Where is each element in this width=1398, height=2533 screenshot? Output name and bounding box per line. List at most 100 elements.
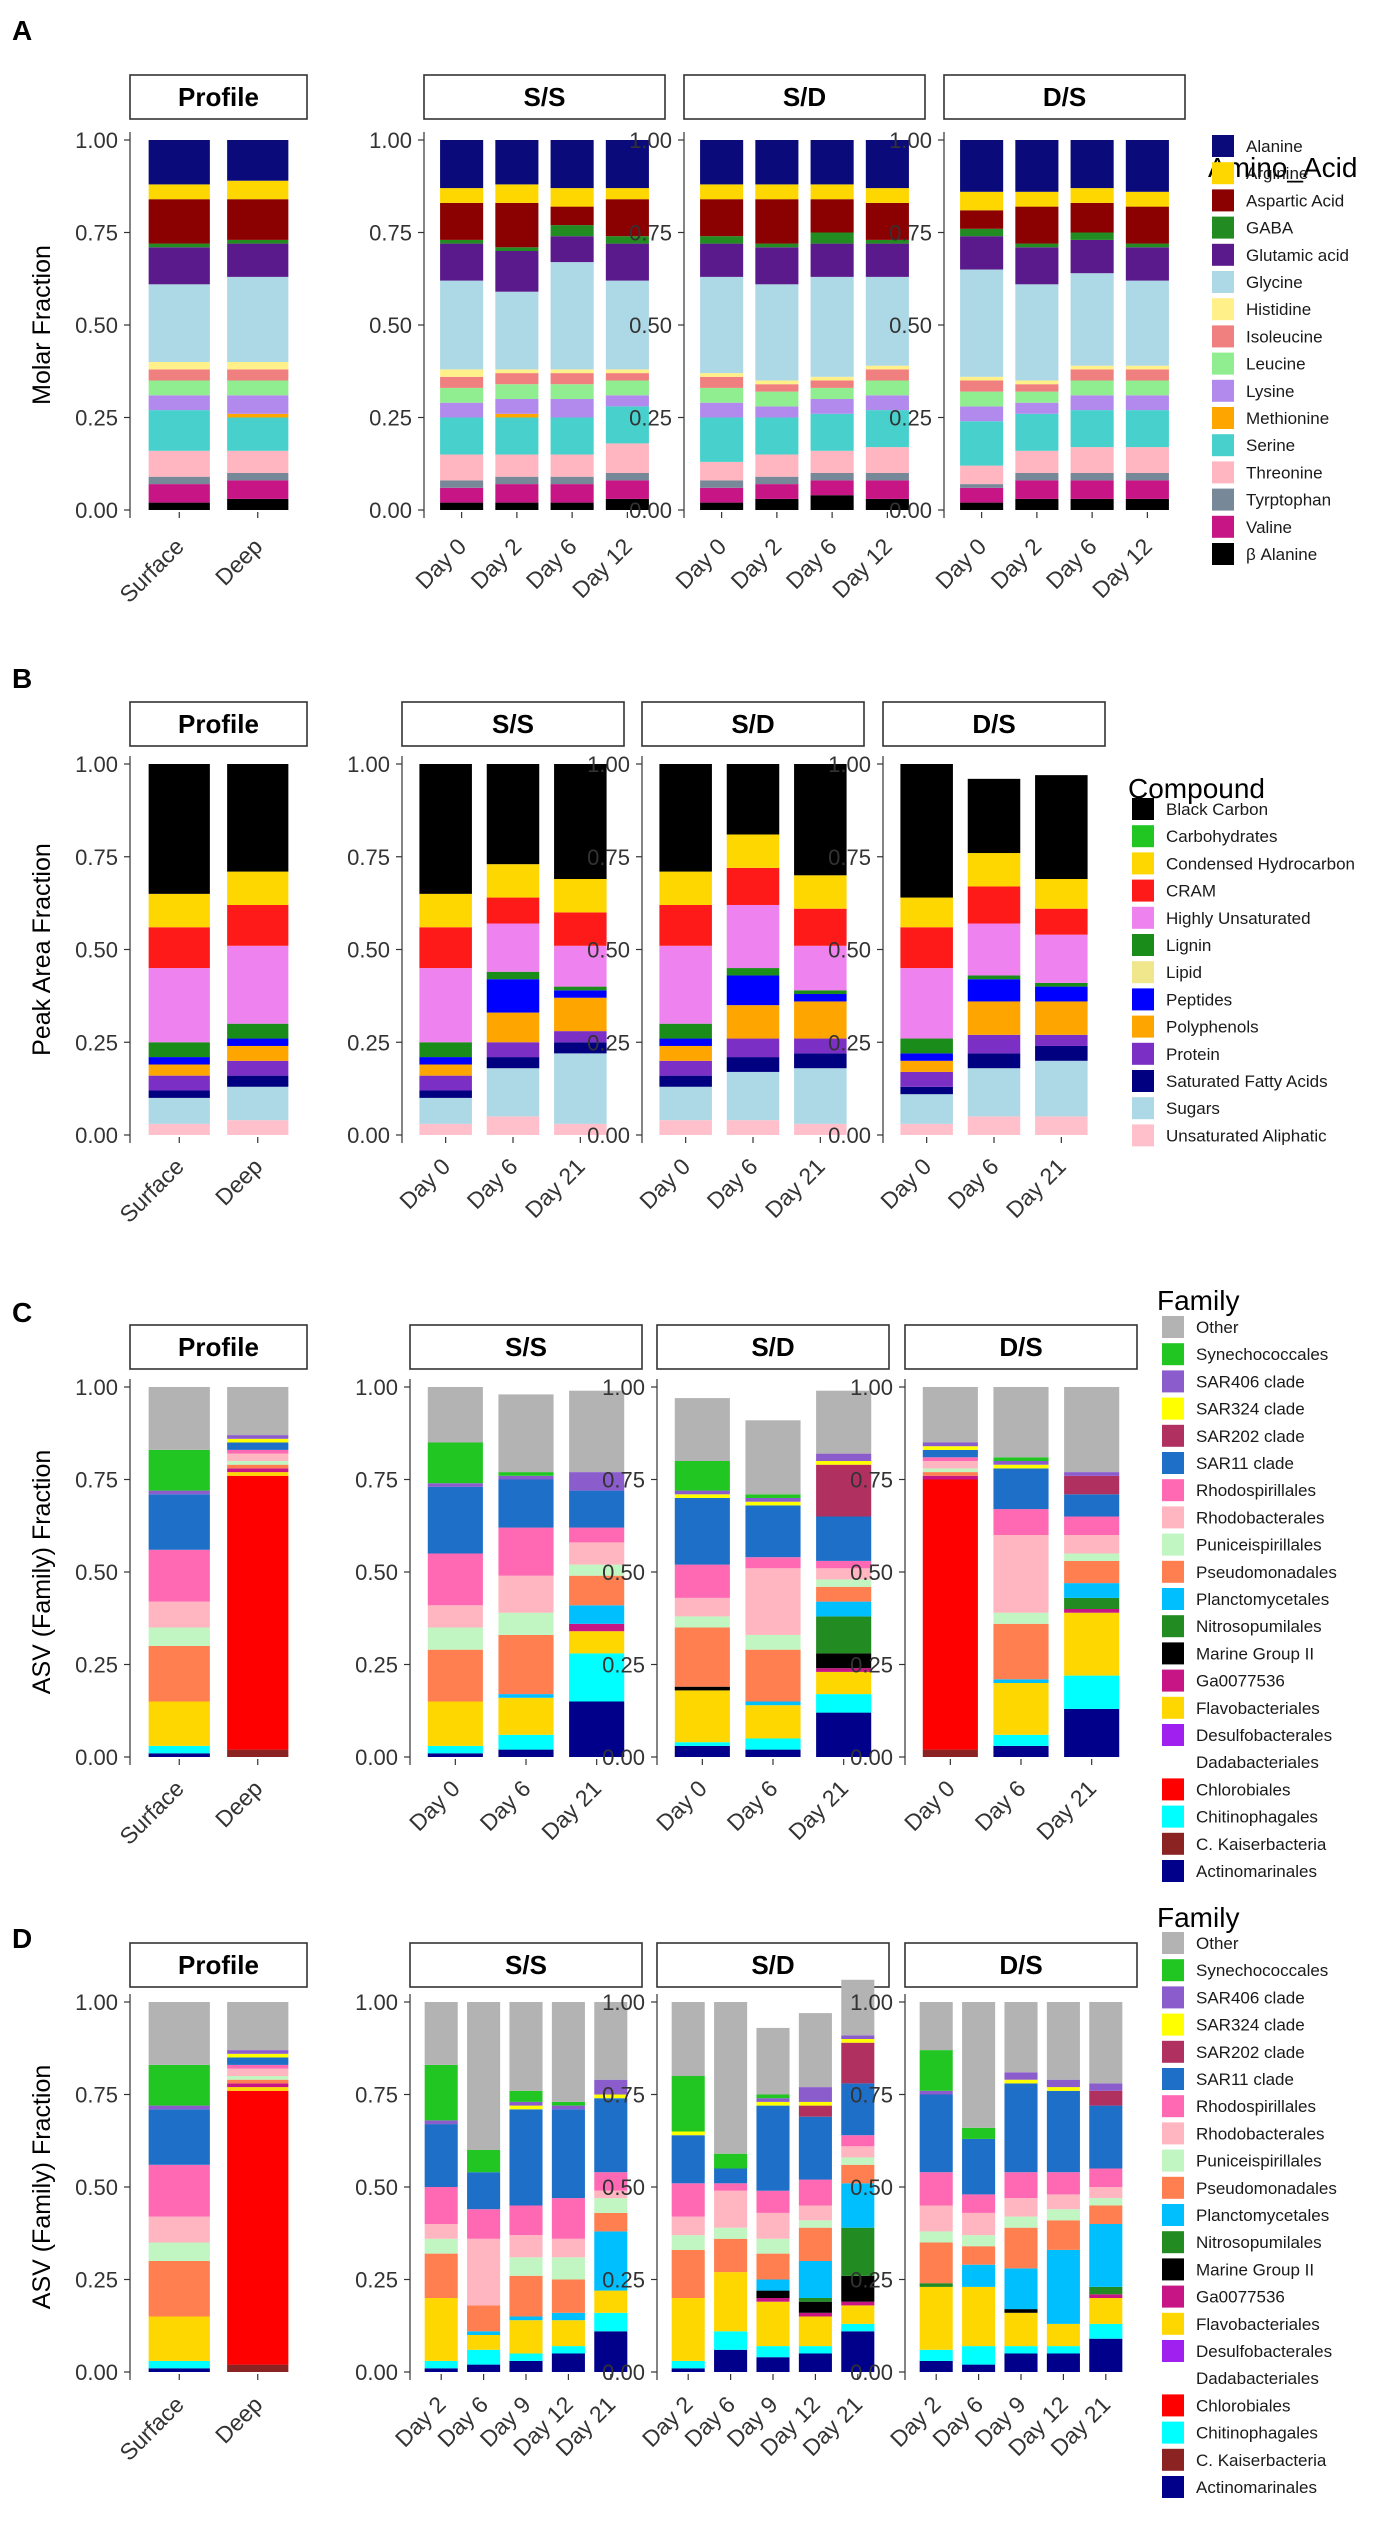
panel-c-legend-label-nitrosopumilales: Nitrosopumilales (1196, 1617, 1322, 1636)
panel-d-facet-s-s-bar-segment-day-6-synechococcales (467, 2150, 501, 2173)
panel-d-facet-d-s-bar-segment-day-6-sar11-clade (962, 2138, 996, 2195)
panel-a-facet-profile-bar-surface (148, 140, 210, 510)
panel-c-facet-s-d: S/D 0.00 0.25 0.50 0.75 1.00 Day 0 Day 6 Day 21 (602, 1324, 890, 1845)
panel-d-legend-label-chlorobiales: Chlorobiales (1196, 2396, 1291, 2415)
panel-a-y-axis-label: Molar Fraction (28, 245, 56, 405)
panel-d-legend-swatch-chlorobiales (1162, 2394, 1184, 2417)
panel-d-legend-swatch-other (1162, 1932, 1184, 1954)
panel-c-facet-s-s-bar-segment-day-6-sar11-clade (498, 1479, 554, 1528)
panel-b-facet-s-s-bar-segment-day-6-unsaturated-aliphatic (486, 1116, 540, 1135)
panel-d-facet-profile-bar-segment-surface-other (148, 2002, 210, 2065)
panel-a-facet-s-s-bar-segment-day-0-lysine (440, 402, 484, 418)
panel-d-facet-s-d-bar-segment-day-12-sar406-clade (798, 2087, 832, 2102)
panel-d-facet-d-s-bar-segment-day-2-flavobacteriales (919, 2286, 953, 2350)
panel-b-legend-item-unsaturated-aliphatic: Unsaturated Aliphatic (1132, 1124, 1327, 1147)
panel-d-facet-s-d-bar-segment-day-12-rhodobacterales (798, 2205, 832, 2221)
panel-b-facet-s-d-bar-segment-day-21-highly-unsaturated (794, 945, 847, 991)
panel-d-legend-label-puniceispirillales: Puniceispirillales (1196, 2152, 1322, 2171)
panel-c-legend-swatch-chitinophagales (1162, 1805, 1184, 1828)
panel-b-facet-s-s-y-tick-label: 1.00 (347, 752, 390, 777)
panel-c-legend: Family Other Synechococcales SAR406 clade SA… (1157, 1285, 1337, 1882)
panel-a-facet-d-s-bar-segment-day-12-alanine (1125, 140, 1169, 192)
panel-a-legend-swatch-alanine (1212, 135, 1234, 157)
panel-b-facet-d-s-bar-segment-day-21-highly-unsaturated (1035, 934, 1088, 983)
panel-b-facet-s-s-bar-segment-day-0-condensed-hydrocarbon (419, 893, 472, 928)
panel-a-legend-swatch-lysine (1212, 379, 1234, 402)
panel-a-facet-s-d-bar-segment-day-6-tyrptophan (810, 473, 854, 481)
panel-d-facet-s-s-bar-segment-day-21-sar406-clade (594, 2079, 628, 2095)
panel-d-facet-profile-bar-segment-surface-puniceispirillales (148, 2242, 210, 2261)
panel-d-facet-s-s-bar-segment-day-21-pseudomonadales (594, 2212, 628, 2232)
panel-a-facet-d-s-bar-segment-day-6-alanine (1070, 140, 1114, 189)
panel-a-facet-profile-bar-segment-deep-glutamic-acid (227, 243, 289, 277)
panel-d-facet-s-d-bar-segment-day-2-other (671, 2002, 705, 2076)
panel-d-facet-s-d-bar-day-21 (841, 1979, 875, 2372)
panel-d-facet-s-s-y-tick-label: 1.00 (355, 1990, 398, 2015)
panel-c-legend-item-puniceispirillales: Puniceispirillales (1162, 1533, 1322, 1556)
panel-c-facet-s-s-bar-segment-day-21-ga0077536 (569, 1623, 625, 1632)
panel-b-facet-s-s-bar-segment-day-6-peptides (486, 979, 540, 1013)
panel-c-facet-s-s-bar-segment-day-6-puniceispirillales (498, 1612, 554, 1635)
panel-d-y-axis-label: ASV (Family) Fraction (28, 2065, 56, 2309)
panel-c-facet-d-s-bar-segment-day-21-sar11-clade (1064, 1494, 1120, 1517)
panel-d-facet-s-d-bar-segment-day-9-chitinophagales (756, 2346, 790, 2358)
panel-a-legend-swatch-valine (1212, 515, 1234, 538)
panel-a-legend-item-valine: Valine (1212, 515, 1292, 538)
panel-c-facet-d-s-x-tick-label: Day 6 (970, 1775, 1031, 1836)
panel-b-facet-s-s-bar-segment-day-6-lignin (486, 971, 540, 980)
panel-a-facet-s-s-y-tick-label: 1.00 (369, 128, 412, 153)
panel-c-facet-d-s-bar-segment-day-21-actinomarinales (1064, 1708, 1120, 1757)
panel-a-facet-d-s-bar-segment-day-0-arginine (960, 191, 1004, 211)
panel-c-legend-swatch-sar324-clade (1162, 1397, 1184, 1420)
panel-b-facet-s-d-bar-segment-day-21-black-carbon (794, 764, 847, 876)
panel-a-facet-s-d-bar-segment-day-0-serine (700, 417, 744, 462)
panel-c-facet-profile-strip-label: Profile (178, 1332, 259, 1362)
panel-c-facet-profile-y-tick-label: 0.25 (75, 1653, 118, 1678)
panel-d-facet-d-s-bar-segment-day-21-nitrosopumilales (1089, 2286, 1123, 2295)
panel-d-legend-swatch-puniceispirillales (1162, 2149, 1184, 2172)
panel-a-facet-d-s-y-tick-label: 0.75 (889, 221, 932, 246)
panel-d-facet-d-s-bar-segment-day-21-flavobacteriales (1089, 2298, 1123, 2324)
panel-c-facet-s-d-y-tick-label: 0.75 (602, 1468, 645, 1493)
panel-d-facet-d-s-bar-segment-day-2-chitinophagales (919, 2349, 953, 2361)
panel-b-facet-profile-y-tick-label: 0.00 (75, 1123, 118, 1148)
panel-d-facet-profile-y-tick-label: 0.25 (75, 2268, 118, 2293)
panel-c-facet-s-d-bar-day-0 (674, 1398, 730, 1757)
panel-d-facet-s-d-bar-day-2 (671, 2002, 705, 2372)
panel-a-facet-s-s-bar-segment-day-12-arginine (605, 188, 649, 200)
panel-b-facet-s-s-bar-segment-day-0-black-carbon (419, 764, 472, 894)
panel-a-facet-s-d-bar-segment-day-0-glutamic-acid (700, 243, 744, 277)
panel-b-facet-s-d-bar-segment-day-0-protein (659, 1060, 712, 1076)
panel-b-facet-profile: Profile 0.00 0.25 0.50 0.75 1.00 Surface Deep (75, 701, 308, 1228)
panel-d-facet-s-s-bar-segment-day-6-planctomycetales (467, 2331, 501, 2335)
panel-b-legend-label-unsaturated-aliphatic: Unsaturated Aliphatic (1166, 1126, 1327, 1145)
panel-a-legend-item-methionine: Methionine (1212, 407, 1329, 429)
panel-b-facet-d-s-bar-segment-day-21-lignin (1035, 982, 1088, 987)
panel-c-facet-s-d-bar-segment-day-21-rhodospirillales (816, 1560, 872, 1569)
panel-c-legend-swatch-rhodobacterales (1162, 1506, 1184, 1529)
panel-a-facet-d-s-bar-segment-day-0-lysine (960, 406, 1004, 422)
panel-c-facet-d-s-bar-segment-day-0-sar324-clade (922, 1446, 978, 1450)
panel-a-facet-profile-bar-segment-surface-threonine (148, 450, 210, 477)
panel-d-facet-d-s-bar-day-6 (962, 2002, 996, 2372)
panel-c-facet-d-s-bar-segment-day-0-ga0077536 (922, 1475, 978, 1480)
panel-a-legend-item-aspartic-acid: Aspartic Acid (1212, 189, 1344, 212)
panel-c-facet-profile-bar-segment-deep-sar406-clade (227, 1435, 289, 1439)
panel-b-facet-s-d-bar-segment-day-21-condensed-hydrocarbon (794, 875, 847, 909)
panel-b-facet-s-d-bar-segment-day-6-condensed-hydrocarbon (726, 834, 780, 868)
panel-b-facet-profile-bar-segment-surface-cram (148, 927, 210, 969)
panel-d-legend-label-rhodospirillales: Rhodospirillales (1196, 2097, 1316, 2116)
panel-b-facet-d-s-y-tick-label: 0.25 (828, 1030, 871, 1055)
panel-c-legend-label-rhodobacterales: Rhodobacterales (1196, 1508, 1325, 1527)
panel-d-facet-d-s-bar-segment-day-9-rhodospirillales (1004, 2172, 1038, 2199)
panel-b-legend-label-saturated-fatty-acids: Saturated Fatty Acids (1166, 1072, 1328, 1091)
panel-c-facet-s-d-bar-segment-day-6-rhodospirillales (745, 1557, 801, 1569)
panel-b-facet-profile-bar-surface (148, 764, 210, 1135)
panel-a-facet-s-s-bar-segment-day-6-tyrptophan (550, 476, 594, 485)
panel-d-facet-d-s-bar-segment-day-6-synechococcales (962, 2127, 996, 2139)
panel-d-facet-s-d-bar-segment-day-9-puniceispirillales (756, 2238, 790, 2254)
panel-a-facet-d-s-bar-segment-day-0-tyrptophan (960, 484, 1004, 488)
panel-d-facet-s-s-bar-segment-day-6-flavobacteriales (467, 2335, 501, 2350)
